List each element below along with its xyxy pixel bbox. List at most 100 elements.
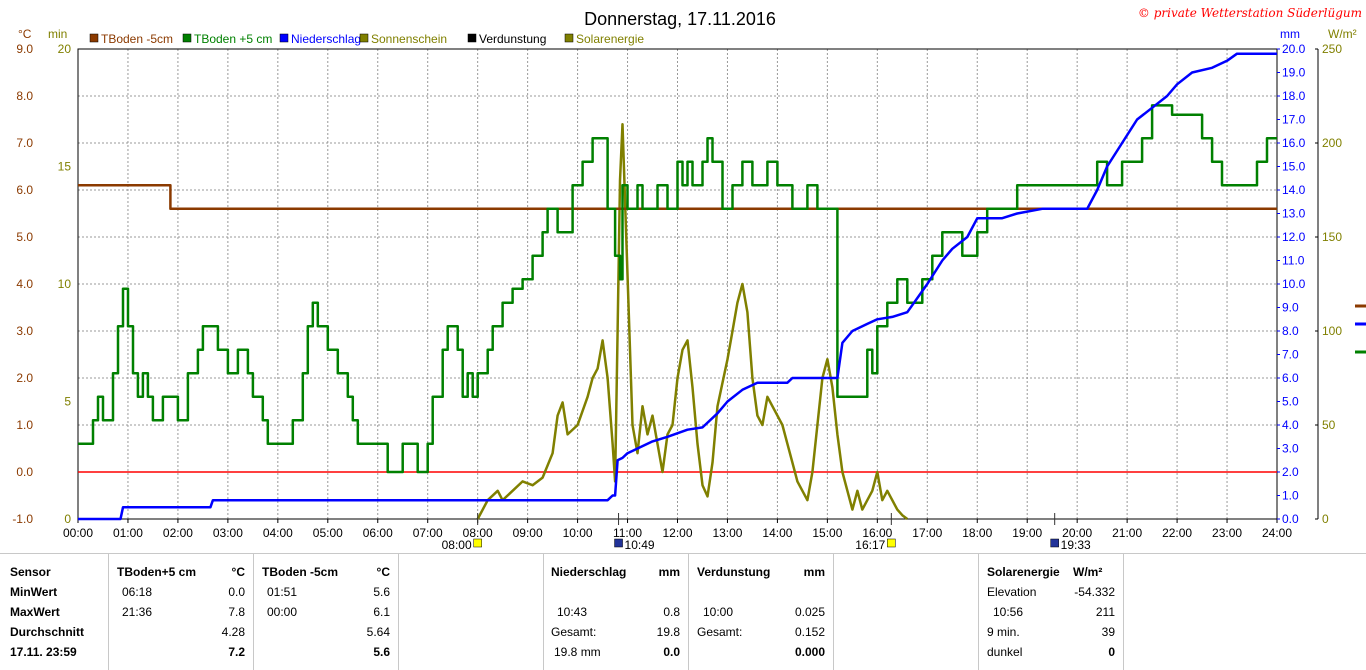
solarenergie-current: 0 [1108, 645, 1115, 659]
stats-sensor-label: Sensor [10, 565, 51, 579]
stats-divider [253, 553, 254, 670]
tboden-p5-average: 4.28 [221, 625, 245, 639]
legend-swatch [182, 33, 192, 43]
temp-unit-label: °C [18, 27, 32, 41]
y-mm-tick-label: 15.0 [1282, 160, 1306, 174]
legend-swatch [564, 33, 574, 43]
legend-label: TBoden +5 cm [194, 32, 272, 46]
tboden-m5-title: TBoden -5cm [262, 565, 339, 579]
y-temp-tick-label: 6.0 [16, 183, 33, 197]
y-mm-tick-label: 9.0 [1282, 301, 1299, 315]
x-tick-label: 14:00 [762, 526, 792, 540]
solarenergie-title: Solarenergie [987, 565, 1060, 579]
x-tick-label: 21:00 [1112, 526, 1142, 540]
y-mm-tick-label: 2.0 [1282, 465, 1299, 479]
legend-label: Solarenergie [576, 32, 644, 46]
x-tick-label: 19:00 [1012, 526, 1042, 540]
y-temp-tick-label: 2.0 [16, 371, 33, 385]
copyright-text: © private Wetterstation Süderlügum [1138, 6, 1362, 20]
verdunstung-max-value: 0.025 [794, 605, 825, 619]
y-mm-tick-label: 11.0 [1282, 254, 1305, 268]
y-mm-tick-label: 4.0 [1282, 418, 1299, 432]
y-mm-tick-label: 20.0 [1282, 42, 1306, 56]
legend-swatch [89, 33, 99, 43]
y-mm-tick-label: 3.0 [1282, 442, 1299, 456]
sun-marker-label: 10:49 [625, 538, 655, 552]
niederschlag-max-time: 10:43 [557, 605, 588, 619]
y-mm-tick-label: 14.0 [1282, 183, 1306, 197]
niederschlag-max-value: 0.8 [663, 605, 680, 619]
x-tick-label: 02:00 [163, 526, 193, 540]
x-tick-label: 18:00 [962, 526, 992, 540]
verdunstung-max-time: 10:00 [703, 605, 734, 619]
x-tick-label: 01:00 [113, 526, 143, 540]
x-tick-label: 23:00 [1212, 526, 1242, 540]
sun-marker-icon [614, 538, 623, 548]
chart-axes: 00:00 01:00 02:00 03:00 04:00 05:00 06:00 07:00… [12, 42, 1342, 540]
y-min-tick-label: 10 [58, 277, 72, 291]
mm-unit-label: mm [1280, 27, 1300, 41]
x-tick-label: 10:00 [563, 526, 593, 540]
tboden-m5-max-value: 6.1 [373, 605, 390, 619]
solarenergie-max-time: 10:56 [993, 605, 1024, 619]
x-tick-label: 09:00 [513, 526, 543, 540]
verdunstung-gesamt-label: Gesamt: [697, 625, 743, 639]
tboden-p5-unit: °C [231, 565, 245, 579]
x-tick-label: 15:00 [812, 526, 842, 540]
niederschlag-last-text: 19.8 mm [554, 645, 601, 659]
y-mm-tick-label: 8.0 [1282, 324, 1299, 338]
niederschlag-gesamt-value: 19.8 [656, 625, 680, 639]
axis-unit-labels: °C min mm W/m² [18, 27, 1357, 41]
stats-durchschnitt-label: Durchschnitt [10, 625, 85, 639]
x-tick-label: 11:00 [613, 526, 642, 540]
tboden-p5-min-value: 0.0 [228, 585, 245, 599]
y-mm-tick-label: 16.0 [1282, 136, 1306, 150]
sun-marker-icon [473, 538, 482, 548]
tboden-p5-min-time: 06:18 [122, 585, 153, 599]
y-mm-tick-label: 17.0 [1282, 113, 1306, 127]
sun-markers: 08:00 10:49 16:17 19:33 [442, 513, 1091, 552]
series-niederschlag-line [78, 52, 1277, 521]
y-temp-tick-label: 7.0 [16, 136, 33, 150]
chart-legend: TBoden -5cm TBoden +5 cm Niederschlag Sonne… [89, 32, 644, 46]
solarenergie-dunkel-label: dunkel [987, 645, 1023, 659]
y-temp-tick-label: 9.0 [16, 42, 33, 56]
series-solarenergie-line [476, 122, 909, 520]
legend-label: Niederschlag [291, 32, 361, 46]
solarenergie-9min-value: 39 [1101, 625, 1115, 639]
x-tick-label: 22:00 [1162, 526, 1192, 540]
y-mm-tick-label: 19.0 [1282, 66, 1306, 80]
x-tick-label: 20:00 [1062, 526, 1092, 540]
stats-divider [543, 553, 544, 670]
wm2-unit-label: W/m² [1328, 27, 1357, 41]
stats-top-border [0, 553, 1366, 554]
niederschlag-current: 0.0 [663, 645, 680, 659]
stats-minwert-label: MinWert [10, 585, 58, 599]
chart-grid [78, 49, 1277, 519]
y-wm2-tick-label: 150 [1322, 230, 1342, 244]
x-tick-label: 04:00 [263, 526, 293, 540]
y-min-tick-label: 0 [64, 512, 71, 526]
x-tick-label: 16:00 [862, 526, 892, 540]
tboden-m5-average: 5.64 [366, 625, 390, 639]
x-tick-label: 13:00 [712, 526, 742, 540]
y-temp-tick-label: 4.0 [16, 277, 33, 291]
y-wm2-tick-label: 0 [1322, 512, 1329, 526]
x-tick-label: 12:00 [662, 526, 692, 540]
niederschlag-gesamt-label: Gesamt: [551, 625, 597, 639]
x-tick-label: 17:00 [912, 526, 942, 540]
x-tick-label: 05:00 [313, 526, 343, 540]
y-mm-tick-label: 0.0 [1282, 512, 1299, 526]
y-temp-tick-label: 8.0 [16, 89, 33, 103]
y-mm-tick-label: 7.0 [1282, 348, 1299, 362]
chart-title: Donnerstag, 17.11.2016 [584, 9, 776, 29]
y-mm-tick-label: 18.0 [1282, 89, 1306, 103]
stats-divider [398, 553, 399, 670]
y-min-tick-label: 20 [58, 42, 72, 56]
y-mm-tick-label: 5.0 [1282, 395, 1299, 409]
y-wm2-tick-label: 100 [1322, 324, 1342, 338]
x-tick-label: 03:00 [213, 526, 243, 540]
stats-divider [1123, 553, 1124, 670]
x-tick-label: 08:00 [463, 526, 493, 540]
y-min-tick-label: 5 [64, 395, 71, 409]
